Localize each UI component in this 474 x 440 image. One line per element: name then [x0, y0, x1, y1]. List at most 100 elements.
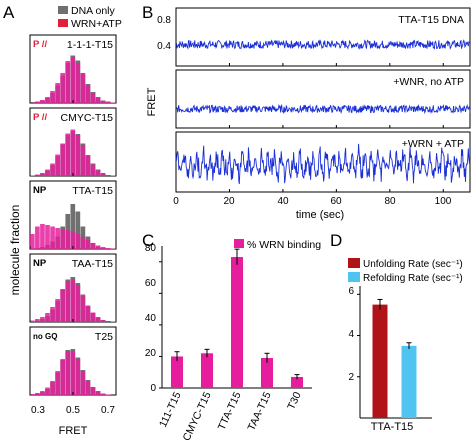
- panel-c-bar: [261, 358, 273, 388]
- bar-wrn: [50, 307, 55, 322]
- panel-b-xlabel: time (sec): [296, 209, 344, 221]
- panel-a-subplot-label: TTA-T15: [72, 185, 113, 197]
- panel-b-ytick-0: 0.8: [157, 15, 171, 26]
- panel-c-category-label: T30: [285, 390, 304, 412]
- panel-b-trace-1: +WNR, no ATP: [175, 69, 471, 129]
- panel-c-ytick-1: 20: [145, 348, 157, 359]
- panel-a-subplot-tag: NP: [33, 185, 47, 196]
- panel-d-bar-refolding: [401, 345, 417, 418]
- panel-b-trace-2: +WRN + ATP: [175, 131, 471, 193]
- panel-letter-a: A: [3, 3, 15, 22]
- legend-label-dna-only: DNA only: [71, 5, 116, 17]
- panel-b-trace-0: TTA-T15 DNA: [175, 7, 471, 67]
- bar-wrn: [45, 169, 50, 176]
- bar-wrn: [70, 129, 76, 176]
- panel-c-ytick-0: 0: [150, 383, 156, 394]
- panel-c-ytick-2: 40: [145, 313, 157, 324]
- panel-a-xlabel: FRET: [59, 425, 88, 437]
- panel-a-subplot-tag: P //: [33, 112, 47, 123]
- legend-label-wrn-binding: % WRN binding: [247, 239, 321, 251]
- bar-wrn: [30, 394, 35, 395]
- legend-swatch-dna-only: [58, 6, 68, 14]
- bar-wrn: [90, 243, 96, 249]
- bar-wrn: [30, 102, 35, 103]
- panel-b-xtick-2: 40: [277, 196, 289, 207]
- bar-wrn: [80, 74, 86, 103]
- bar-wrn: [55, 83, 60, 103]
- panel-a-legend: DNA only WRN+ATP: [58, 5, 122, 30]
- panel-a-xticks: 0.3 0.5 0.7: [31, 405, 115, 416]
- bar-wrn: [110, 248, 116, 249]
- panel-d-bars: [357, 286, 432, 419]
- bar-wrn: [110, 102, 116, 103]
- bar-wrn: [85, 85, 91, 103]
- bar-wrn: [100, 101, 106, 103]
- panel-a-subplot-2: TTA-T15 NP: [29, 180, 117, 250]
- bar-wrn: [95, 317, 101, 322]
- bar-wrn: [45, 225, 50, 249]
- bar-wrn: [105, 175, 111, 176]
- bar-wrn: [90, 93, 96, 103]
- bar-wrn: [50, 226, 55, 249]
- panel-b-trace-label: +WNR, no ATP: [393, 76, 464, 88]
- bar-wrn: [75, 285, 81, 322]
- bar-wrn: [75, 234, 81, 249]
- bar-wrn: [60, 229, 66, 249]
- bar-wrn: [40, 317, 45, 322]
- panel-c-ytick-3: 60: [145, 278, 157, 289]
- panel-a-ylabel: molecule fraction: [8, 205, 22, 296]
- bar-wrn: [35, 226, 40, 249]
- panel-b-traces: TTA-T15 DNA +WNR, no ATP +WRN + ATP: [175, 7, 471, 193]
- panel-b-trace-line: [175, 143, 471, 185]
- bar-wrn: [100, 173, 106, 176]
- panel-b-trace-line: [175, 103, 471, 115]
- bar-wrn: [75, 359, 81, 395]
- panel-c-category-label: TTA-T15: [216, 390, 244, 432]
- panel-a-subplot-tag: NP: [33, 258, 47, 269]
- bar-wrn: [105, 102, 111, 103]
- bar-wrn: [75, 63, 81, 103]
- bar-wrn: [55, 228, 60, 249]
- bar-wrn: [35, 393, 40, 395]
- panel-a-subplot-4: T25 no GQ: [29, 326, 117, 396]
- bar-wrn: [105, 248, 111, 249]
- bar-wrn: [40, 224, 45, 249]
- legend-swatch-wrn-atp: [58, 19, 68, 27]
- panel-a-subplot-label: CMYC-T15: [60, 112, 113, 124]
- bar-wrn: [35, 319, 40, 322]
- bar-wrn: [75, 135, 81, 176]
- legend-label-wrn-atp: WRN+ATP: [71, 18, 122, 30]
- panel-d-yticks: 2 4 6: [348, 286, 354, 383]
- bar-wrn: [70, 57, 76, 103]
- panel-b-trace-label: TTA-T15 DNA: [398, 14, 464, 26]
- bar-wrn: [55, 299, 60, 322]
- panel-b-trace-label: +WRN + ATP: [402, 138, 464, 150]
- bar-wrn: [105, 394, 111, 395]
- bar-wrn: [35, 174, 40, 176]
- panel-a-xtick-2: 0.7: [101, 405, 115, 416]
- bar-wrn: [55, 154, 60, 176]
- panel-c-category-label: TAA-T15: [245, 390, 273, 433]
- bar-wrn: [40, 391, 45, 395]
- panel-d-xlabel: TTA-T15: [371, 421, 414, 433]
- panel-b-xticks: 0 20 40 60 80 100: [173, 196, 452, 207]
- bar-wrn: [45, 97, 50, 103]
- bar-wrn: [90, 387, 96, 395]
- bar-wrn: [100, 247, 106, 249]
- panel-d-ytick-0: 2: [348, 372, 354, 383]
- panel-c-bar: [291, 376, 303, 388]
- panel-b-xtick-4: 80: [384, 196, 396, 207]
- legend-label-unfolding: Unfolding Rate (sec⁻¹): [363, 259, 463, 270]
- bar-wrn: [80, 237, 86, 249]
- panel-c-category-label: CMYC-T15: [181, 390, 214, 440]
- bar-wrn: [90, 312, 96, 322]
- bar-wrn: [110, 321, 116, 322]
- panel-letter-d: D: [330, 231, 342, 250]
- bar-wrn: [35, 101, 40, 103]
- panel-letter-c: C: [142, 231, 154, 250]
- bar-wrn: [65, 230, 71, 249]
- panel-b-xtick-0: 0: [173, 196, 179, 207]
- panel-a-subplot-label: T25: [95, 331, 113, 343]
